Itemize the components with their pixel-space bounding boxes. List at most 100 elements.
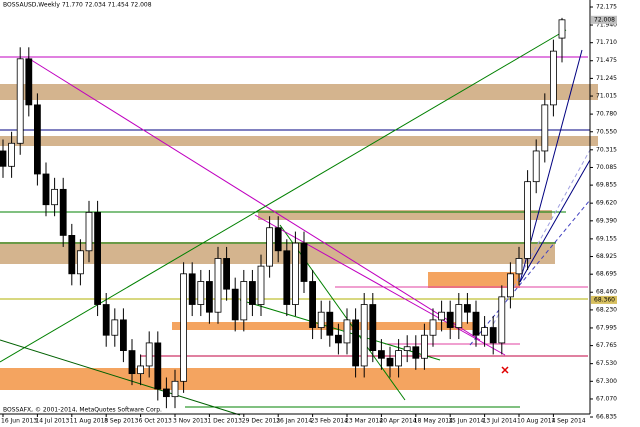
candle-body: [395, 350, 403, 367]
candle-body: [429, 319, 437, 336]
candle-body: [326, 311, 334, 336]
candle-body: [369, 304, 377, 351]
y-tick-label: 67.765: [596, 342, 617, 349]
candle-body: [205, 281, 213, 313]
candle-body: [377, 350, 385, 359]
candle-body: [0, 150, 7, 167]
candle-body: [8, 142, 16, 167]
candle-body: [240, 281, 248, 321]
x-tick-label: 13 Jul 2014: [483, 418, 517, 425]
x-tick-label: 14 Jul 2013: [35, 418, 69, 425]
candle-body: [300, 242, 308, 282]
y-tick-label: 66.835: [596, 414, 617, 421]
x-tick-label: 1 Dec 2013: [207, 418, 242, 425]
y-tick-label: 68.925: [596, 253, 617, 260]
x-tick-label: 29 Dec 2013: [242, 418, 281, 425]
candle-body: [188, 273, 196, 305]
y-tick-label: 71.940: [596, 22, 617, 29]
x-tick-label: 10 Aug 2014: [517, 418, 556, 425]
x-tick-label: 11 Aug 2013: [70, 418, 109, 425]
x-tick-label: 23 Feb 2014: [311, 418, 349, 425]
price-marker-label: 68.360: [594, 296, 615, 303]
candle-body: [489, 327, 497, 344]
candle-body: [446, 311, 454, 328]
y-tick-label: 69.390: [596, 217, 617, 224]
candle-body: [352, 319, 360, 367]
y-tick-label: 68.230: [596, 306, 617, 313]
y-tick-label: 71.475: [596, 57, 617, 64]
price-marker: [591, 15, 617, 24]
candle-body: [472, 311, 480, 336]
y-tick-label: 67.530: [596, 360, 617, 367]
x-tick-label: 3 Nov 2013: [173, 418, 208, 425]
trend-line: [27, 57, 481, 341]
zone: [0, 136, 598, 146]
candle-body: [481, 327, 489, 336]
candle-body: [59, 188, 67, 236]
candle-body: [128, 350, 136, 375]
x-tick-label: 20 Apr 2014: [379, 418, 416, 425]
candle-body: [403, 346, 411, 351]
candle-body: [137, 365, 145, 375]
y-tick-label: 71.015: [596, 93, 617, 100]
price-marker: [591, 295, 617, 304]
y-tick-label: 69.155: [596, 235, 617, 242]
x-tick-label: 26 Jan 2014: [276, 418, 312, 425]
candle-body: [420, 334, 428, 359]
zone: [428, 272, 520, 288]
y-tick-label: 70.315: [596, 146, 617, 153]
candle-body: [558, 19, 566, 39]
candle-body: [524, 181, 531, 259]
y-tick-label: 68.695: [596, 271, 617, 278]
candle-body: [438, 311, 446, 321]
x-tick-label: 16 Jun 2013: [1, 418, 37, 425]
candle-body: [214, 258, 222, 313]
candle-body: [145, 342, 153, 367]
candle-body: [274, 227, 282, 252]
x-tick-label: 8 Sep 2013: [104, 418, 138, 425]
candle-body: [532, 150, 540, 183]
trend-line: [0, 29, 567, 363]
candle-body: [171, 380, 179, 398]
candle-body: [248, 281, 256, 305]
y-tick-label: 70.550: [596, 128, 617, 135]
y-tick-label: 67.300: [596, 378, 617, 385]
candle-body: [102, 304, 110, 336]
candle-body: [463, 304, 471, 313]
candle-body: [498, 296, 506, 344]
candle-body: [412, 346, 420, 359]
zone: [0, 368, 480, 390]
trend-line: [489, 149, 591, 331]
candle-body: [506, 273, 514, 298]
candle-body: [34, 104, 41, 175]
y-tick-label: 71.710: [596, 39, 617, 46]
candle-body: [111, 319, 119, 336]
x-tick-label: 6 Oct 2013: [139, 418, 172, 425]
candle-body: [257, 265, 265, 305]
candle-body: [16, 58, 24, 144]
copyright: BOSSAFX, © 2001-2014, MetaQuotes Softwar…: [3, 407, 162, 414]
candle-body: [334, 334, 342, 344]
trend-line: [469, 199, 591, 346]
marker: [501, 366, 509, 374]
candle-body: [343, 319, 351, 344]
chart-title: BOSSAUSD,Weekly 71.770 72.034 71.454 72.…: [3, 2, 152, 9]
candle-body: [85, 211, 93, 252]
candle-body: [120, 319, 127, 351]
candle-body: [154, 342, 162, 390]
x-tick-label: 23 Mar 2014: [345, 418, 383, 425]
candle-body: [231, 288, 239, 321]
x-tick-label: 7 Sep 2014: [551, 418, 585, 425]
candle-body: [515, 258, 523, 275]
candle-body: [309, 281, 317, 328]
trend-line: [519, 159, 591, 283]
trend-line: [254, 214, 506, 356]
zone: [258, 210, 552, 220]
candle-body: [77, 250, 84, 275]
x-tick-label: 18 May 2014: [414, 418, 453, 425]
y-tick-label: 68.460: [596, 289, 617, 296]
x-tick-label: 15 Jun 2014: [448, 418, 484, 425]
candle-body: [94, 211, 101, 305]
candle-body: [223, 258, 231, 290]
